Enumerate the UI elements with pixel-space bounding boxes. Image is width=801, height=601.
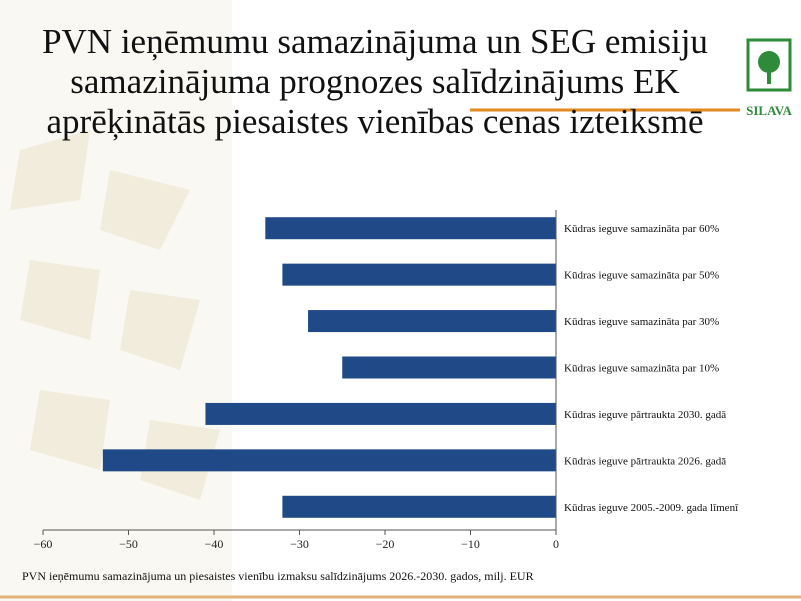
bar (102, 449, 556, 472)
x-tick-label: −60 (34, 537, 53, 551)
x-tick-label: 0 (553, 537, 559, 551)
bar (282, 495, 556, 518)
bar (265, 217, 556, 240)
category-label: Kūdras ieguve pārtraukta 2026. gadā (564, 455, 726, 467)
logo-tree (758, 51, 780, 73)
slide-title: PVN ieņēmumu samazinājuma un SEG emisiju… (42, 22, 708, 141)
category-label: Kūdras ieguve pārtraukta 2030. gadā (564, 409, 726, 421)
category-label: Kūdras ieguve samazināta par 50% (564, 270, 719, 282)
category-label: Kūdras ieguve samazināta par 60% (564, 223, 719, 235)
logo-text: SILAVA (746, 103, 792, 118)
bar (282, 263, 556, 286)
x-tick-label: −40 (205, 537, 224, 551)
logo: SILAVA (746, 38, 792, 118)
bar (308, 310, 556, 333)
category-label: Kūdras ieguve 2005.-2009. gada līmenī (564, 502, 739, 514)
bar (205, 402, 556, 425)
logo-frame (746, 38, 792, 92)
x-tick-label: −10 (461, 537, 480, 551)
x-tick-label: −20 (376, 537, 395, 551)
x-tick-label: −30 (290, 537, 309, 551)
x-tick-label: −50 (119, 537, 138, 551)
caption: PVN ieņēmumu samazinājuma un piesaistes … (22, 569, 534, 583)
logo-trunk (767, 70, 771, 84)
leaf-pattern (10, 130, 220, 500)
bar (342, 356, 556, 379)
category-label: Kūdras ieguve samazināta par 30% (564, 316, 719, 328)
category-label: Kūdras ieguve samazināta par 10% (564, 363, 719, 375)
